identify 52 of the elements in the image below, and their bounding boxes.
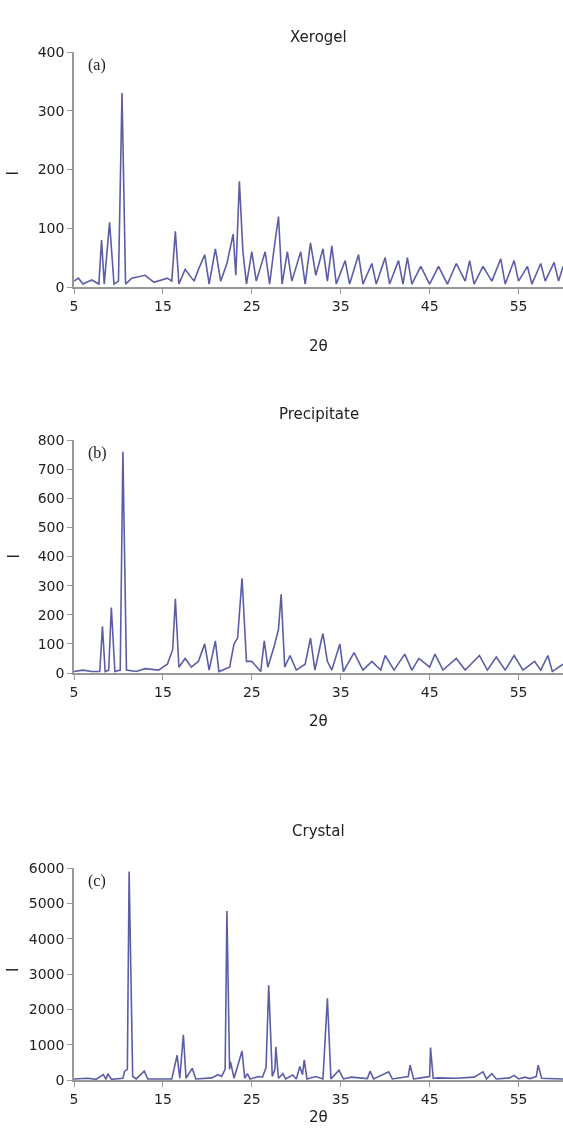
y-axis-title: I [4,554,23,559]
x-axis-title: 2θ [309,337,328,355]
x-axis-title: 2θ [309,1108,328,1126]
y-axis-title: I [3,171,22,176]
x-tick-label: 15 [154,1090,172,1107]
y-tick-label: 0 [55,664,65,681]
y-tick-label: 800 [37,431,65,448]
x-tick-label: 35 [331,1090,350,1107]
y-tick-label: 2000 [28,1001,65,1018]
y-tick-label: 200 [37,161,65,178]
x-tick-label: 5 [69,1090,79,1107]
x-tick-label: 45 [420,1090,439,1107]
x-tick-label: 25 [242,1090,261,1107]
x-tick-label: 15 [154,297,172,314]
y-tick-label: 300 [37,102,65,119]
x-tick-label: 25 [242,683,261,700]
x-tick-label: 45 [420,683,439,700]
annotation: (c) [88,872,106,890]
x-tick-label: 55 [509,683,528,700]
annotation: (a) [88,56,106,74]
x-tick-label: 35 [331,297,350,314]
chart-title: Xerogel [290,28,347,46]
y-tick-label: 1000 [28,1036,65,1053]
y-axis-title: I [4,967,22,972]
x-tick-label: 55 [509,297,528,314]
y-tick-label: 400 [37,43,65,60]
x-tick-label: 5 [69,297,79,314]
y-tick-label: 600 [37,490,65,507]
chart-title: Precipitate [279,405,360,423]
x-tick-label: 25 [242,297,261,314]
y-tick-label: 3000 [28,965,65,982]
x-tick-label: 35 [331,683,350,700]
x-axis-title: 2θ [309,712,328,730]
x-tick-label: 45 [420,297,439,314]
y-tick-label: 100 [37,220,65,237]
x-tick-label: 5 [69,683,79,700]
chart-title: Crystal [292,822,345,840]
y-tick-label: 500 [37,519,65,536]
y-tick-label: 100 [37,635,65,652]
x-tick-label: 55 [509,1090,528,1107]
y-tick-label: 0 [55,278,65,295]
y-tick-label: 300 [37,577,65,594]
y-tick-label: 0 [55,1071,65,1088]
x-tick-label: 15 [154,683,172,700]
line-series [74,92,563,285]
annotation: (b) [88,444,107,462]
y-tick-label: 200 [37,606,65,623]
y-tick-label: 4000 [28,930,65,947]
y-tick-label: 6000 [28,859,65,876]
y-tick-label: 400 [37,548,65,565]
y-tick-label: 700 [37,461,65,478]
y-tick-label: 5000 [28,895,65,912]
